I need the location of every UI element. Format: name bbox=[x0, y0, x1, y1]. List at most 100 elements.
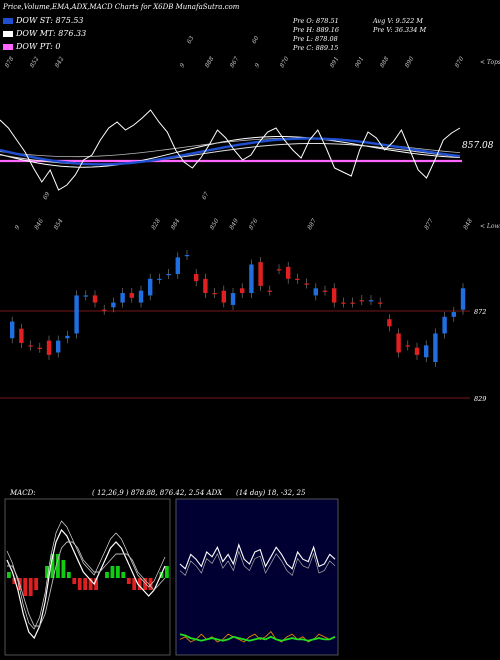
candle-body bbox=[111, 302, 116, 308]
top-number: 870 bbox=[279, 55, 291, 69]
candle-body bbox=[240, 288, 245, 294]
top-number: 888 bbox=[204, 55, 216, 69]
lows-label: < Lows bbox=[480, 223, 500, 230]
candle-body bbox=[28, 345, 33, 347]
info-vol: Avg V: 9.522 M bbox=[373, 17, 423, 25]
tops-label: < Tops bbox=[480, 59, 500, 66]
candle-body bbox=[396, 333, 401, 353]
plus-di-line bbox=[179, 543, 336, 570]
info-pre: Pre L: 878.08 bbox=[293, 35, 338, 43]
candle-body bbox=[267, 290, 272, 292]
macd-histogram-bar bbox=[61, 560, 66, 578]
last-value-label: 857.08 bbox=[462, 141, 494, 151]
candle-body bbox=[424, 345, 429, 358]
low-number: 849 bbox=[228, 217, 240, 231]
top-number: 9 bbox=[179, 62, 187, 69]
price-line bbox=[0, 109, 461, 191]
candle-body bbox=[322, 290, 328, 292]
low-number: 876 bbox=[248, 217, 260, 231]
low-number: 884 bbox=[170, 217, 182, 231]
candle-body bbox=[442, 316, 447, 334]
level-label: 829 bbox=[474, 395, 486, 403]
candle-body bbox=[203, 278, 208, 294]
candle-body bbox=[378, 302, 383, 304]
candle-body bbox=[451, 312, 456, 317]
macd-params: ( 12,26,9 ) 878.88, 876.42, 2.54 ADX bbox=[92, 489, 223, 497]
mid-number: 67 bbox=[201, 191, 211, 201]
candle-body bbox=[166, 274, 171, 276]
macd-histogram-bar bbox=[56, 554, 60, 578]
macd-histogram-bar bbox=[7, 572, 11, 578]
top-number: 60 bbox=[251, 35, 261, 45]
candle-body bbox=[295, 278, 300, 280]
candle-body bbox=[341, 302, 346, 304]
low-number: 9 bbox=[14, 224, 22, 231]
macd-histogram-bar bbox=[148, 578, 153, 590]
candle-body bbox=[138, 290, 144, 303]
candle-body bbox=[433, 333, 438, 362]
candle-body bbox=[83, 295, 88, 297]
candle-body bbox=[19, 328, 24, 343]
ema-white-1 bbox=[0, 136, 461, 168]
macd-histogram-bar bbox=[165, 566, 169, 578]
legend-swatch bbox=[3, 31, 13, 37]
low-number: 877 bbox=[423, 217, 435, 231]
candle-body bbox=[175, 257, 180, 275]
level-label: 872 bbox=[474, 308, 486, 316]
candle-body bbox=[460, 288, 466, 310]
macd-histogram-bar bbox=[50, 554, 55, 578]
info-pre: Pre O: 878.51 bbox=[293, 17, 339, 25]
candle-body bbox=[414, 347, 420, 355]
legend-label: DOW ST: 875.53 bbox=[16, 16, 84, 25]
candle-body bbox=[10, 321, 15, 339]
plus-di-shadow bbox=[179, 550, 336, 577]
candle-body bbox=[56, 340, 61, 353]
macd-label: MACD: bbox=[10, 489, 36, 497]
candle-body bbox=[304, 283, 309, 285]
price-chart: 872 829 878 852 842 9 888 867 9 870 891 901 888 890 87… bbox=[0, 35, 500, 403]
low-number: 828 bbox=[150, 217, 162, 231]
top-number: 888 bbox=[379, 55, 391, 69]
adx-frame bbox=[175, 498, 339, 656]
macd-histogram-bar bbox=[143, 578, 148, 590]
low-number: 887 bbox=[306, 217, 318, 231]
minus-di-line bbox=[179, 630, 336, 643]
low-number: 850 bbox=[209, 217, 221, 231]
mid-number: 69 bbox=[42, 191, 52, 201]
macd-histogram-bar bbox=[83, 578, 88, 590]
macd-histogram-bar bbox=[110, 566, 115, 578]
candle-body bbox=[249, 264, 254, 294]
candle-body bbox=[368, 300, 374, 302]
legend-label: DOW PT: 0 bbox=[16, 42, 61, 51]
adx-line bbox=[179, 633, 336, 642]
chart-title: Price,Volume,EMA,ADX,MACD Charts for X6D… bbox=[3, 3, 240, 11]
info-pre: Pre H: 889.16 bbox=[293, 26, 340, 34]
candle-body bbox=[387, 319, 392, 327]
candle-body bbox=[148, 278, 153, 296]
macd-histogram-bar bbox=[66, 572, 71, 578]
macd-histogram-bar bbox=[45, 566, 49, 578]
candle-body bbox=[230, 293, 236, 305]
low-number: 854 bbox=[53, 217, 65, 231]
candle-body bbox=[102, 309, 107, 311]
candle-body bbox=[157, 278, 162, 280]
candle-body bbox=[350, 302, 355, 304]
dow-st-line bbox=[0, 137, 461, 166]
macd-histogram-bar bbox=[72, 578, 77, 584]
legend-swatch bbox=[3, 44, 13, 50]
candle-body bbox=[65, 335, 70, 339]
top-number: 9 bbox=[254, 62, 262, 69]
top-number: 878 bbox=[4, 55, 16, 69]
candle-body bbox=[286, 266, 291, 279]
candle-body bbox=[184, 255, 190, 257]
info-pre: Pre C: 889.15 bbox=[293, 44, 339, 52]
info-vol: Pre V: 36.334 M bbox=[373, 26, 427, 34]
top-number: 842 bbox=[54, 55, 66, 69]
top-number: 901 bbox=[354, 56, 366, 69]
candle-body bbox=[120, 293, 125, 303]
low-number: 846 bbox=[33, 217, 45, 231]
macd-histogram-bar bbox=[88, 578, 93, 590]
top-number: 867 bbox=[229, 55, 241, 69]
macd-histogram-bar bbox=[28, 578, 33, 596]
legend-label: DOW MT: 876.33 bbox=[16, 29, 87, 38]
